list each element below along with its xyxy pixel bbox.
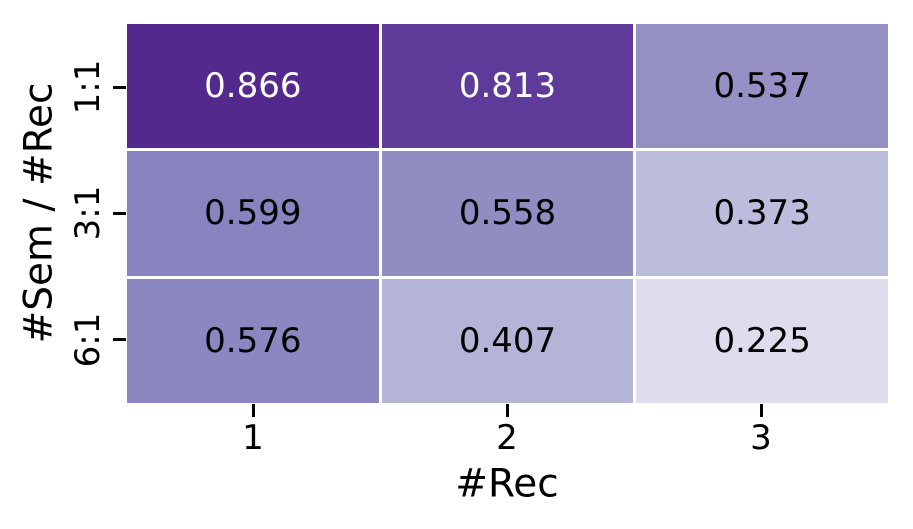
x-tick-label-2: 2 — [496, 418, 518, 458]
heatmap-cell: 0.537 — [636, 24, 888, 149]
y-tick-label-2: 3:1 — [68, 185, 108, 241]
heatmap-cell: 0.813 — [381, 24, 634, 149]
y-tick-mark-1 — [113, 86, 126, 89]
y-tick-label-1: 1:1 — [68, 59, 108, 115]
heatmap-cell: 0.407 — [381, 278, 634, 403]
y-tick-mark-2 — [113, 212, 126, 215]
y-axis-label: #Sem / #Rec — [16, 82, 62, 344]
y-tick-label-3: 6:1 — [68, 312, 108, 368]
x-tick-mark-1 — [252, 404, 255, 417]
x-tick-mark-3 — [760, 404, 763, 417]
heatmap-grid: 0.866 0.813 0.537 0.599 0.558 0.373 0.576 0.407… — [127, 24, 888, 403]
x-tick-label-3: 3 — [750, 418, 772, 458]
heatmap-cell: 0.599 — [127, 151, 379, 276]
y-tick-mark-3 — [113, 338, 126, 341]
heatmap-cell: 0.866 — [127, 24, 379, 149]
x-axis-label: #Rec — [455, 461, 559, 507]
heatmap-cell: 0.373 — [636, 151, 888, 276]
x-tick-label-1: 1 — [242, 418, 264, 458]
x-tick-mark-2 — [506, 404, 509, 417]
heatmap-cell: 0.558 — [381, 151, 634, 276]
heatmap-cell: 0.225 — [636, 278, 888, 403]
heatmap-cell: 0.576 — [127, 278, 379, 403]
